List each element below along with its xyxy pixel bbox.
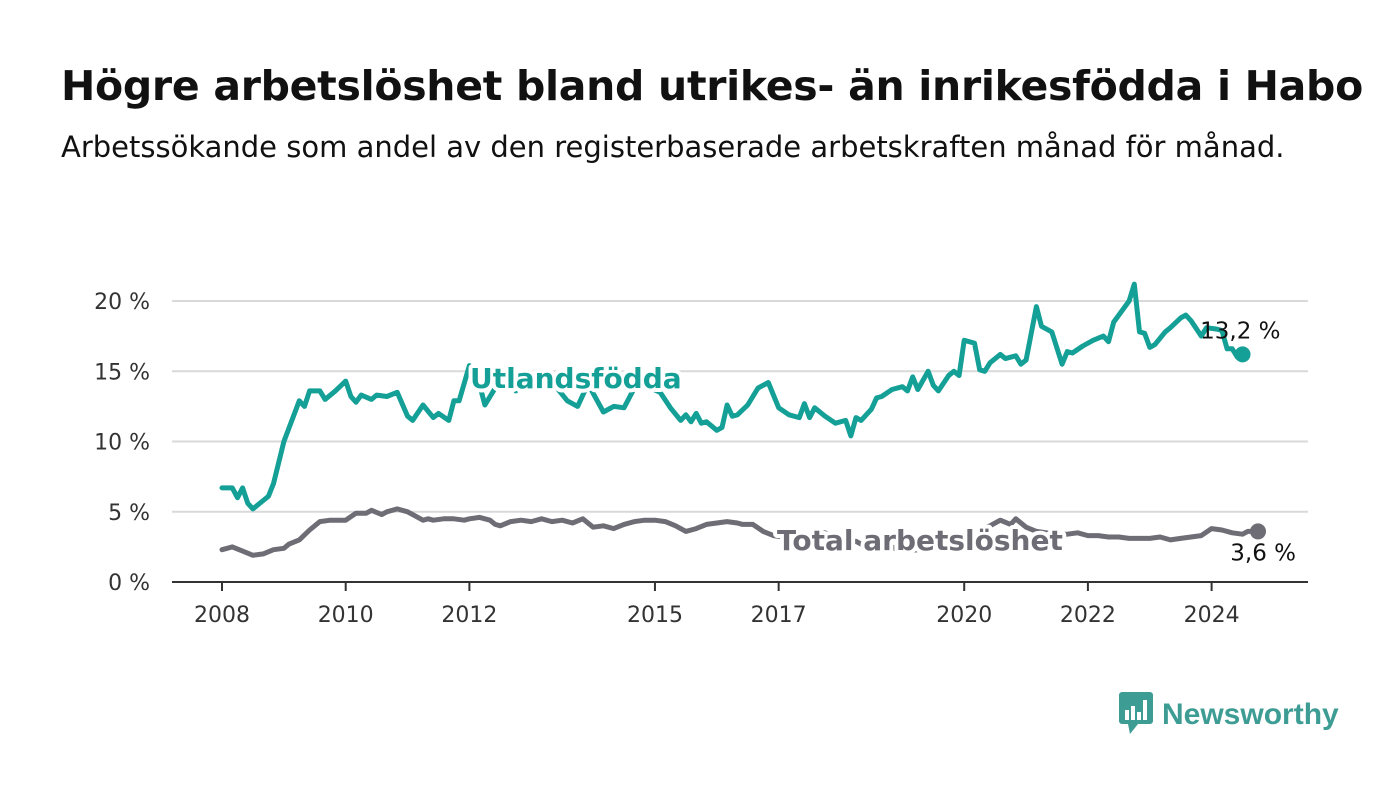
- y-tick-label: 20 %: [94, 290, 150, 315]
- series-name-label: Total arbetslöshet: [777, 524, 1063, 557]
- x-tick-label: 2020: [936, 603, 992, 628]
- x-axis-ticks: 2008 2010 2012 2015 2017 2020 2022 2024: [194, 582, 1240, 628]
- y-tick-label: 15 %: [94, 360, 150, 385]
- x-tick-label: 2015: [627, 603, 683, 628]
- series-end-label: 3,6 %: [1230, 540, 1296, 566]
- series-end-point: [1234, 346, 1251, 363]
- x-tick-label: 2017: [751, 603, 807, 628]
- y-tick-label: 0 %: [108, 571, 150, 596]
- newsworthy-logo: Newsworthy: [1118, 690, 1339, 740]
- bar-chart-logo-icon: [1118, 690, 1154, 740]
- x-tick-label: 2008: [194, 603, 250, 628]
- series-name-label: Utlandsfödda: [470, 362, 682, 395]
- x-tick-label: 2010: [318, 603, 374, 628]
- series-lines: [219, 281, 1266, 558]
- chart-title: Högre arbetslöshet bland utrikes- än inr…: [61, 62, 1363, 110]
- y-tick-label: 5 %: [108, 501, 150, 526]
- x-tick-label: 2012: [441, 603, 497, 628]
- y-tick-label: 10 %: [94, 431, 150, 456]
- series-end-point: [1250, 523, 1266, 540]
- series-end-label: 13,2 %: [1200, 318, 1280, 344]
- x-tick-label: 2022: [1060, 603, 1116, 628]
- series-labels: 13,2 % 3,6 % Utlandsfödda Total arbetslöshe…: [466, 318, 1296, 566]
- chart-subtitle: Arbetssökande som andel av den registerb…: [61, 130, 1285, 164]
- x-tick-label: 2024: [1184, 603, 1240, 628]
- brand-name: Newsworthy: [1162, 698, 1339, 731]
- series-line: [219, 506, 1261, 558]
- y-axis-ticks: 0 % 5 % 10 % 15 % 20 %: [94, 290, 150, 596]
- series-line: [219, 281, 1245, 512]
